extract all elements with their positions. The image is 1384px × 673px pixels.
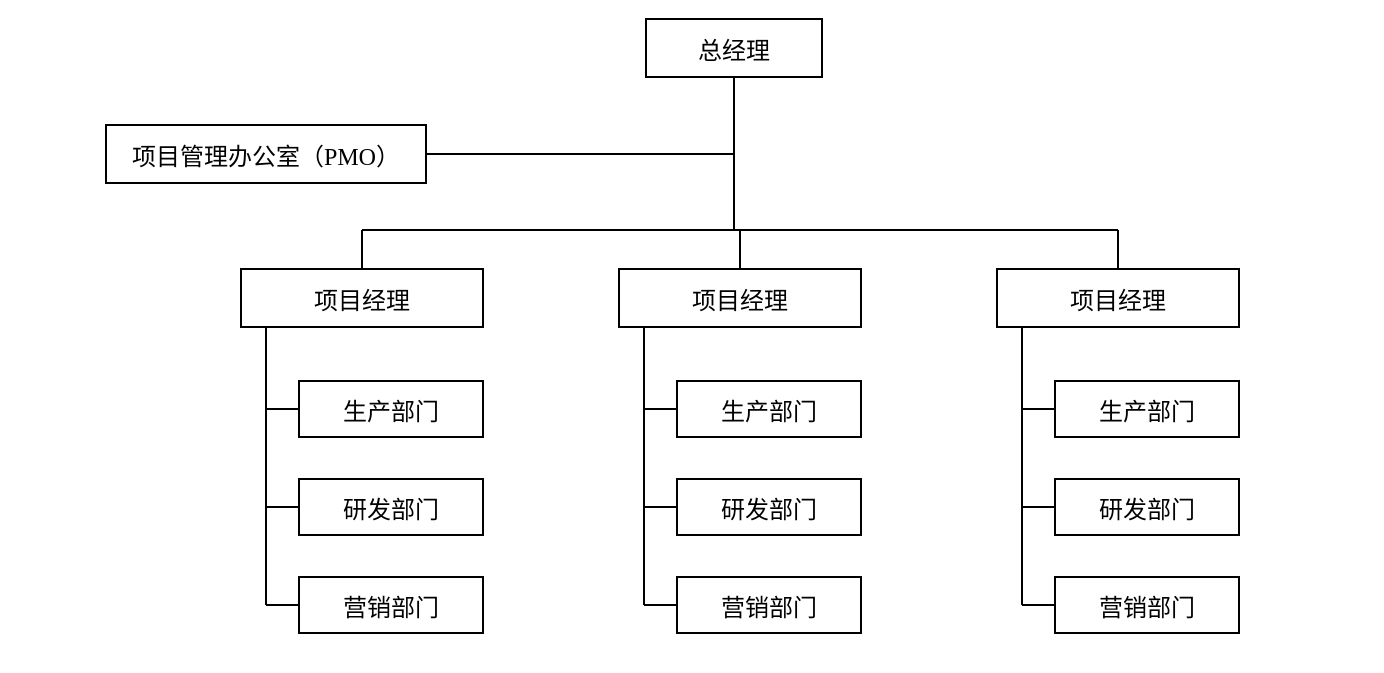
node-label: 生产部门 <box>1099 392 1195 427</box>
node-pm1-d1: 生产部门 <box>298 380 484 438</box>
node-pm3: 项目经理 <box>996 268 1240 328</box>
node-label: 营销部门 <box>343 588 439 623</box>
node-pm2-d2: 研发部门 <box>676 478 862 536</box>
connector-lines <box>0 0 1384 673</box>
node-label: 营销部门 <box>1099 588 1195 623</box>
org-chart: 总经理 项目管理办公室（PMO） 项目经理 项目经理 项目经理 生产部门 研发部… <box>0 0 1384 673</box>
node-label: 生产部门 <box>343 392 439 427</box>
node-pm3-d1: 生产部门 <box>1054 380 1240 438</box>
node-pm3-d3: 营销部门 <box>1054 576 1240 634</box>
node-label: 营销部门 <box>721 588 817 623</box>
node-pm1: 项目经理 <box>240 268 484 328</box>
node-label: 研发部门 <box>1099 490 1195 525</box>
node-pm1-d2: 研发部门 <box>298 478 484 536</box>
node-label: 研发部门 <box>343 490 439 525</box>
node-root: 总经理 <box>645 18 823 78</box>
node-pmo: 项目管理办公室（PMO） <box>105 124 427 184</box>
node-label: 研发部门 <box>721 490 817 525</box>
node-pm2-d3: 营销部门 <box>676 576 862 634</box>
node-pm1-d3: 营销部门 <box>298 576 484 634</box>
node-pm3-d2: 研发部门 <box>1054 478 1240 536</box>
node-label: 生产部门 <box>721 392 817 427</box>
node-label: 项目经理 <box>1070 281 1166 316</box>
node-pm2-d1: 生产部门 <box>676 380 862 438</box>
node-label: 总经理 <box>698 31 770 66</box>
node-label: 项目管理办公室（PMO） <box>132 137 400 172</box>
node-label: 项目经理 <box>314 281 410 316</box>
node-pm2: 项目经理 <box>618 268 862 328</box>
node-label: 项目经理 <box>692 281 788 316</box>
